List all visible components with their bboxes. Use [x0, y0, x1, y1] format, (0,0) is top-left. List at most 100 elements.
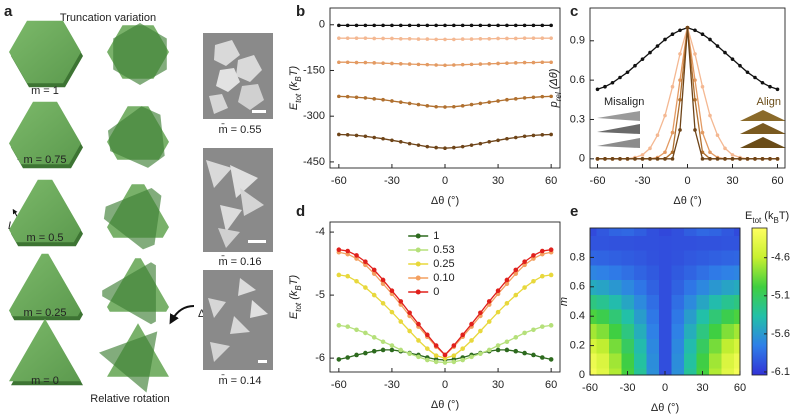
data-point [505, 23, 509, 28]
data-point [548, 357, 554, 362]
data-point [625, 70, 630, 75]
heatmap-cell [633, 228, 647, 236]
data-point [678, 28, 682, 33]
data-point [416, 62, 421, 67]
panel-title: Truncation variation [60, 12, 156, 24]
heatmap-cell [621, 228, 635, 236]
data-point [640, 57, 645, 61]
data-point [522, 60, 527, 65]
heatmap-cell [596, 323, 610, 339]
x-tick-label: 0 [442, 175, 448, 187]
data-point [504, 339, 510, 345]
data-point [760, 80, 765, 85]
y-tick-label: 0.3 [570, 113, 585, 125]
data-point [522, 23, 527, 28]
data-point [633, 63, 637, 68]
data-point [337, 132, 341, 137]
data-point [595, 87, 600, 92]
shape-label: m = 1 [31, 85, 59, 97]
data-point [442, 360, 448, 365]
data-point [487, 36, 492, 41]
crystal-rotated [113, 23, 167, 85]
y-tick-label: 0 [579, 153, 585, 165]
y-tick-label: 0.8 [570, 251, 585, 263]
heatmap-cell [708, 294, 722, 310]
data-point [531, 256, 536, 261]
data-point [678, 98, 682, 102]
data-point [469, 321, 474, 327]
heatmap-cell [608, 279, 622, 295]
sem-particle [230, 316, 250, 334]
legend-label: 0.25 [433, 258, 454, 270]
heatmap-cell [646, 264, 660, 281]
y-tick-label: -300 [303, 110, 325, 122]
data-point [337, 94, 341, 99]
heatmap-cell [696, 323, 710, 339]
data-point [655, 157, 660, 161]
heatmap-cell [621, 338, 635, 354]
heatmap-cell [721, 323, 735, 339]
heatmap-cell [671, 294, 685, 310]
heatmap-cell [621, 250, 635, 266]
shape-label: m = 0 [31, 375, 59, 387]
data-point [469, 23, 474, 28]
x-tick-label: -30 [620, 382, 636, 394]
heatmap-cell [608, 367, 622, 376]
data-point [513, 36, 518, 41]
heatmap-cell [708, 250, 722, 266]
data-point [460, 62, 465, 67]
data-point [452, 104, 456, 109]
x-tick-label: -60 [582, 382, 598, 394]
colorbar-tick-label: -5.1 [771, 290, 790, 302]
heatmap-cell [646, 279, 660, 295]
data-point [513, 348, 519, 354]
data-point [540, 355, 545, 360]
heatmap-cell [733, 338, 741, 354]
x-tick-label: -30 [384, 175, 400, 187]
y-axis-label-part: tot [294, 93, 303, 103]
data-point [363, 259, 368, 265]
data-point [648, 146, 652, 151]
heatmap-cell [721, 228, 735, 236]
data-point [354, 253, 359, 258]
x-axis-label: Δθ (°) [651, 402, 679, 414]
heatmap-cell [683, 264, 697, 281]
data-point [416, 23, 421, 28]
data-point [407, 351, 412, 357]
data-point [531, 133, 536, 138]
heatmap-cell [590, 367, 597, 376]
heatmap-cell [683, 352, 697, 369]
data-point [487, 61, 492, 66]
data-point [425, 332, 430, 338]
sem-particle [206, 160, 232, 188]
heatmap-cell [633, 250, 647, 266]
data-point [540, 251, 545, 257]
heatmap-cell [608, 235, 622, 251]
scale-bar [258, 360, 267, 363]
shape-label: m = 0.25 [23, 307, 66, 319]
heatmap-cell [696, 352, 710, 369]
data-point [478, 310, 483, 316]
legend-marker [415, 247, 421, 253]
data-point [460, 37, 465, 41]
heatmap-cell [708, 264, 722, 281]
sem-images [203, 33, 273, 370]
data-point [540, 273, 545, 279]
data-point [380, 347, 386, 353]
data-point [522, 259, 527, 265]
data-point [522, 36, 527, 40]
heatmap-cell [696, 338, 710, 354]
heatmap-cell [696, 235, 710, 251]
inset-misalign [597, 111, 640, 148]
data-point [416, 102, 421, 107]
data-point [398, 139, 403, 144]
data-point [549, 60, 553, 65]
data-point [345, 23, 350, 28]
data-point [478, 101, 483, 106]
data-point [371, 348, 377, 354]
data-point [693, 28, 697, 33]
x-tick-label: 60 [771, 175, 783, 187]
heatmap-cell [658, 294, 672, 310]
heatmap-cell [733, 367, 741, 376]
data-point [760, 157, 765, 161]
